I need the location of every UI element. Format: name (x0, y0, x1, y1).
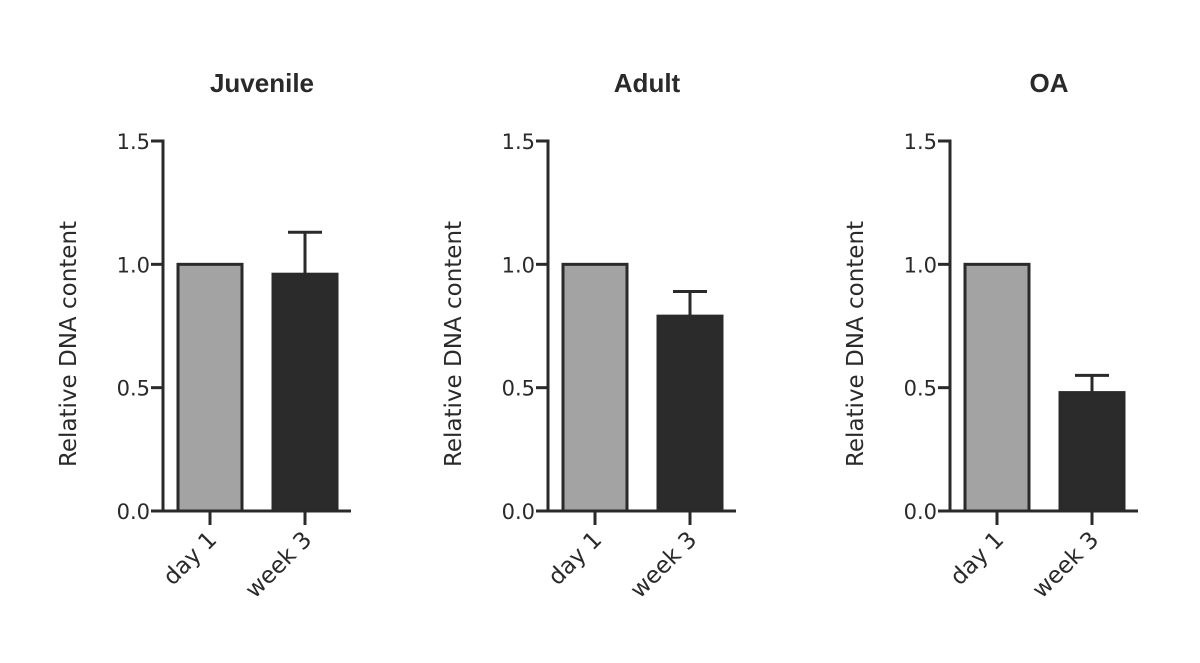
chart-title: Juvenile (210, 68, 314, 98)
x-tick-label: week 3 (241, 527, 318, 604)
y-axis-label: Relative DNA content (843, 221, 869, 467)
chart-panel-oa: OA Relative DNA content day 1 week 3 0.0 0.5 1… (843, 68, 1138, 604)
chart-title: Adult (614, 68, 681, 98)
y-tick-label: 1.5 (117, 130, 150, 154)
y-tick-label: 0.5 (502, 377, 535, 401)
x-tick-label: week 3 (626, 527, 703, 604)
y-tick-label: 1.0 (117, 253, 150, 277)
y-tick-label: 1.5 (502, 130, 535, 154)
chart-panel-adult: Adult Relative DNA content day 1 week 3 0.0 0… (441, 68, 736, 604)
y-axis-label: Relative DNA content (56, 221, 82, 467)
x-tick-label: day 1 (543, 527, 607, 591)
y-tick-label: 1.5 (904, 130, 937, 154)
y-axis-label: Relative DNA content (441, 221, 467, 467)
y-tick-label: 0.5 (904, 377, 937, 401)
bar-day-1 (561, 262, 629, 513)
bar-week-3 (1058, 391, 1126, 513)
y-tick-label: 1.0 (502, 253, 535, 277)
chart-panel-juvenile: Juvenile Relative DNA content day 1 week 3 0… (56, 68, 351, 604)
x-tick-label: day 1 (945, 527, 1009, 591)
bar-week-3 (656, 314, 724, 513)
bar-day-1 (963, 262, 1031, 513)
y-tick-label: 0.5 (117, 377, 150, 401)
x-tick-label: week 3 (1028, 527, 1105, 604)
chart-title: OA (1030, 68, 1069, 98)
bar-week-3 (271, 272, 339, 513)
y-tick-label: 0.0 (117, 500, 150, 524)
x-tick-label: day 1 (158, 527, 222, 591)
y-tick-label: 1.0 (904, 253, 937, 277)
y-tick-label: 0.0 (904, 500, 937, 524)
y-tick-label: 0.0 (502, 500, 535, 524)
bar-day-1 (176, 262, 244, 513)
